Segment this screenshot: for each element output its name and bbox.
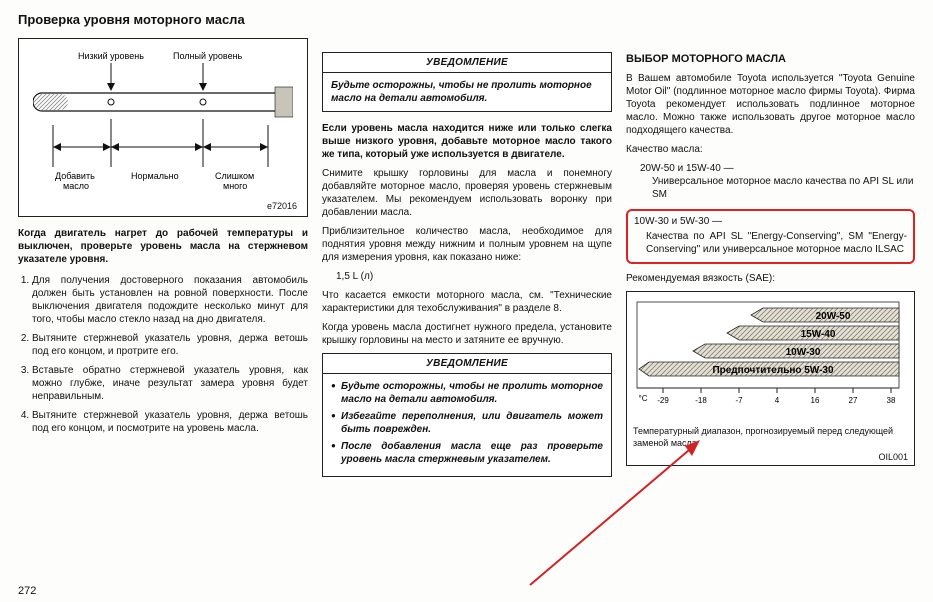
svg-text:много: много	[223, 181, 247, 191]
step-item: Для получения достоверного показания авт…	[32, 274, 308, 326]
highlighted-grade-block: 10W-30 и 5W-30 — Качества по API SL "Ene…	[626, 209, 915, 264]
paragraph: Качество масла:	[626, 143, 915, 156]
paragraph: Что касается емкости моторного масла, см…	[322, 289, 612, 315]
notice-item: После добавления масла еще раз проверьте…	[331, 440, 603, 466]
column-middle: УВЕДОМЛЕНИЕ Будьте осторожны, чтобы не п…	[322, 12, 612, 487]
page-root: Проверка уровня моторного масла Низкий у…	[18, 12, 915, 487]
grade-body: Качества по API SL "Energy-Conserving", …	[634, 230, 907, 256]
grade-body: Универсальное моторное масло качества по…	[640, 175, 915, 201]
svg-text:15W-40: 15W-40	[801, 329, 836, 340]
oil-amount-value: 1,5 L (л)	[336, 270, 612, 283]
label-full-level: Полный уровень	[173, 51, 243, 61]
svg-text:38: 38	[887, 396, 896, 405]
svg-text:Предпочтительно 5W-30: Предпочтительно 5W-30	[712, 365, 834, 376]
steps-list: Для получения достоверного показания авт…	[18, 274, 308, 435]
svg-text:27: 27	[849, 396, 858, 405]
grade-heading: 20W-50 и 15W-40 —	[640, 162, 915, 175]
notice-item: Избегайте переполнения, или двигатель мо…	[331, 410, 603, 436]
notice-item: Будьте осторожны, чтобы не пролить мотор…	[331, 380, 603, 406]
figure-ref: e72016	[29, 201, 297, 213]
grade-heading: 10W-30 и 5W-30 —	[634, 215, 907, 228]
svg-text:4: 4	[775, 396, 780, 405]
notice-box-2: УВЕДОМЛЕНИЕ Будьте осторожны, чтобы не п…	[322, 353, 612, 477]
viscosity-chart: 20W-50 15W-40 10W-30 Предпочтительно 5W-…	[633, 298, 903, 416]
viscosity-label: Рекомендуемая вязкость (SAE):	[626, 272, 915, 285]
page-number: 272	[18, 584, 36, 598]
svg-text:°C: °C	[639, 394, 648, 403]
label-low-level: Низкий уровень	[78, 51, 144, 61]
step-item: Вытяните стержневой указатель уровня, де…	[32, 332, 308, 358]
paragraph: Если уровень масла находится ниже или то…	[322, 122, 612, 161]
lead-paragraph: Когда двигатель нагрет до рабочей темпер…	[18, 227, 308, 266]
viscosity-chart-box: 20W-50 15W-40 10W-30 Предпочтительно 5W-…	[626, 291, 915, 466]
viscosity-ref: OIL001	[633, 452, 908, 464]
paragraph: Снимите крышку горловины для масла и пон…	[322, 167, 612, 219]
svg-text:масло: масло	[63, 181, 89, 191]
svg-text:10W-30: 10W-30	[786, 347, 821, 358]
dipstick-figure-box: Низкий уровень Полный уровень	[18, 38, 308, 218]
grade-block-1: 20W-50 и 15W-40 — Универсальное моторное…	[640, 162, 915, 201]
svg-text:Слишком: Слишком	[215, 171, 254, 181]
oil-selection-heading: ВЫБОР МОТОРНОГО МАСЛА	[626, 52, 915, 66]
step-item: Вытяните стержневой указатель уровня, де…	[32, 409, 308, 435]
svg-text:Добавить: Добавить	[55, 171, 95, 181]
notice-body: Будьте осторожны, чтобы не пролить мотор…	[323, 374, 611, 476]
column-right: ВЫБОР МОТОРНОГО МАСЛА В Вашем автомобиле…	[626, 12, 915, 487]
notice-body: Будьте осторожны, чтобы не пролить мотор…	[323, 73, 611, 111]
svg-text:Нормально: Нормально	[131, 171, 179, 181]
column-left: Проверка уровня моторного масла Низкий у…	[18, 12, 308, 487]
svg-text:16: 16	[811, 396, 820, 405]
paragraph: Приблизительное количество масла, необхо…	[322, 225, 612, 264]
svg-text:-7: -7	[735, 396, 743, 405]
dipstick-diagram: Низкий уровень Полный уровень	[33, 47, 293, 197]
paragraph: В Вашем автомобиле Toyota используется "…	[626, 72, 915, 137]
svg-text:-18: -18	[695, 396, 707, 405]
notice-box-1: УВЕДОМЛЕНИЕ Будьте осторожны, чтобы не п…	[322, 52, 612, 112]
notice-title: УВЕДОМЛЕНИЕ	[323, 354, 611, 374]
section-title: Проверка уровня моторного масла	[18, 12, 308, 28]
svg-text:-29: -29	[657, 396, 669, 405]
paragraph: Когда уровень масла достигнет нужного пр…	[322, 321, 612, 347]
step-item: Вставьте обратно стержневой указатель ур…	[32, 364, 308, 403]
notice-title: УВЕДОМЛЕНИЕ	[323, 53, 611, 73]
svg-text:20W-50: 20W-50	[816, 311, 851, 322]
viscosity-caption: Температурный диапазон, прогнозируемый п…	[633, 426, 908, 449]
